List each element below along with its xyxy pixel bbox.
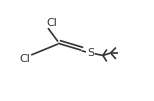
Text: S: S: [87, 48, 94, 58]
Text: Cl: Cl: [46, 18, 57, 28]
Text: Cl: Cl: [19, 54, 30, 64]
